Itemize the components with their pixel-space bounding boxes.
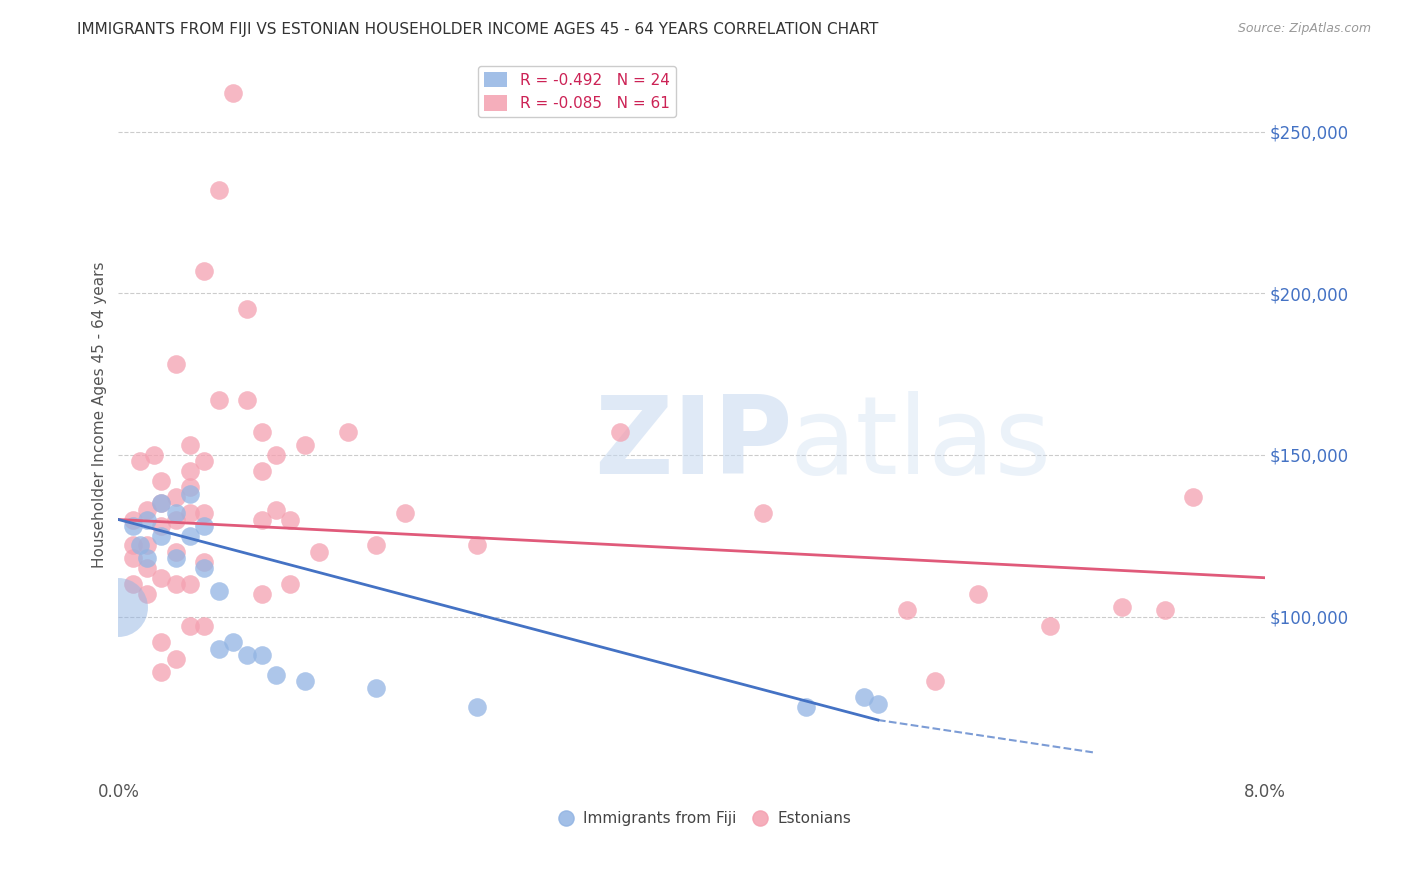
Point bbox=[179, 506, 201, 520]
Point bbox=[179, 438, 201, 452]
Point bbox=[193, 519, 215, 533]
Point bbox=[394, 506, 416, 520]
Point bbox=[150, 571, 173, 585]
Point bbox=[107, 599, 129, 614]
Point bbox=[264, 503, 287, 517]
Point bbox=[136, 503, 159, 517]
Point bbox=[179, 619, 201, 633]
Point bbox=[165, 490, 187, 504]
Point bbox=[465, 538, 488, 552]
Point bbox=[1111, 599, 1133, 614]
Point bbox=[366, 538, 388, 552]
Point bbox=[165, 651, 187, 665]
Point bbox=[143, 448, 166, 462]
Point bbox=[165, 512, 187, 526]
Text: atlas: atlas bbox=[789, 391, 1052, 497]
Point bbox=[1182, 490, 1205, 504]
Point bbox=[179, 577, 201, 591]
Point bbox=[193, 555, 215, 569]
Point bbox=[222, 86, 245, 100]
Point bbox=[121, 551, 143, 566]
Point bbox=[150, 635, 173, 649]
Point bbox=[294, 438, 316, 452]
Point bbox=[609, 425, 631, 440]
Point bbox=[193, 454, 215, 468]
Point bbox=[236, 648, 259, 663]
Point bbox=[165, 357, 187, 371]
Point bbox=[250, 648, 273, 663]
Point bbox=[280, 512, 302, 526]
Point bbox=[264, 448, 287, 462]
Point bbox=[150, 519, 173, 533]
Point bbox=[280, 577, 302, 591]
Text: Source: ZipAtlas.com: Source: ZipAtlas.com bbox=[1237, 22, 1371, 36]
Legend: R = -0.492   N = 24, R = -0.085   N = 61: R = -0.492 N = 24, R = -0.085 N = 61 bbox=[478, 66, 676, 118]
Point bbox=[121, 512, 143, 526]
Point bbox=[250, 587, 273, 601]
Point bbox=[264, 667, 287, 681]
Point bbox=[924, 674, 946, 689]
Y-axis label: Householder Income Ages 45 - 64 years: Householder Income Ages 45 - 64 years bbox=[93, 261, 107, 567]
Text: Estonians: Estonians bbox=[778, 811, 852, 826]
Point bbox=[179, 464, 201, 478]
Point bbox=[794, 700, 817, 714]
Point bbox=[150, 474, 173, 488]
Point bbox=[165, 551, 187, 566]
Point bbox=[866, 697, 889, 711]
Point bbox=[193, 561, 215, 575]
Point bbox=[896, 603, 918, 617]
Point bbox=[136, 538, 159, 552]
Point bbox=[967, 587, 990, 601]
Point bbox=[1153, 603, 1175, 617]
Point bbox=[236, 302, 259, 317]
Text: ZIP: ZIP bbox=[595, 391, 793, 497]
Point bbox=[308, 545, 330, 559]
Point bbox=[465, 700, 488, 714]
Point bbox=[150, 665, 173, 679]
Point bbox=[129, 454, 152, 468]
Point bbox=[336, 425, 359, 440]
Point bbox=[150, 496, 173, 510]
Point bbox=[193, 506, 215, 520]
Point bbox=[222, 635, 245, 649]
Point bbox=[179, 486, 201, 500]
Point bbox=[193, 263, 215, 277]
Point bbox=[121, 577, 143, 591]
Text: Immigrants from Fiji: Immigrants from Fiji bbox=[582, 811, 737, 826]
Point bbox=[121, 538, 143, 552]
Point bbox=[208, 641, 231, 656]
Point bbox=[136, 561, 159, 575]
Point bbox=[294, 674, 316, 689]
Point bbox=[150, 496, 173, 510]
Point bbox=[852, 690, 875, 705]
Point bbox=[179, 529, 201, 543]
Point bbox=[752, 506, 775, 520]
Point bbox=[136, 587, 159, 601]
Point bbox=[136, 512, 159, 526]
Point bbox=[165, 577, 187, 591]
Point bbox=[193, 619, 215, 633]
Point bbox=[165, 506, 187, 520]
Point bbox=[250, 464, 273, 478]
Point bbox=[366, 681, 388, 695]
Point bbox=[136, 551, 159, 566]
Point bbox=[165, 545, 187, 559]
Point bbox=[250, 425, 273, 440]
Point bbox=[129, 538, 152, 552]
Point bbox=[236, 392, 259, 407]
Text: IMMIGRANTS FROM FIJI VS ESTONIAN HOUSEHOLDER INCOME AGES 45 - 64 YEARS CORRELATI: IMMIGRANTS FROM FIJI VS ESTONIAN HOUSEHO… bbox=[77, 22, 879, 37]
Point bbox=[121, 519, 143, 533]
Point bbox=[208, 392, 231, 407]
Point bbox=[250, 512, 273, 526]
Point bbox=[1039, 619, 1062, 633]
Point bbox=[150, 529, 173, 543]
Point bbox=[208, 183, 231, 197]
Point bbox=[208, 583, 231, 598]
Point bbox=[179, 480, 201, 494]
